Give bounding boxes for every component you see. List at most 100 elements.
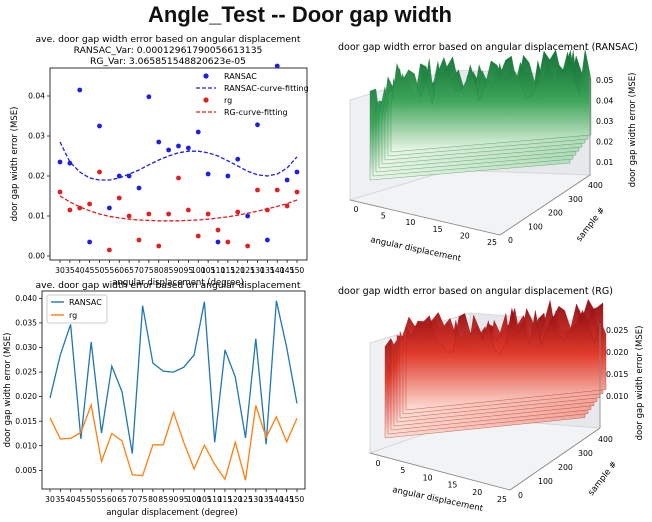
x-tick-label: 90	[174, 266, 184, 275]
y-tick-label: 0.010	[15, 441, 37, 450]
x-tick-label: 10	[405, 218, 415, 227]
data-point-rg	[235, 209, 241, 215]
data-point-rg	[156, 243, 162, 249]
x-tick-label: 65	[117, 495, 127, 504]
surface-strip	[390, 49, 592, 153]
x-tick-label: 70	[134, 266, 144, 275]
x-tick-label: 130	[249, 495, 264, 504]
data-point-rg	[274, 187, 280, 193]
x-axis-label: angular displacement (degree)	[112, 278, 244, 288]
series-line-ransac	[49, 300, 298, 454]
x-tick-label: 15	[447, 481, 457, 490]
y-tick-label: 400	[588, 181, 603, 190]
y-axis-line	[499, 174, 591, 236]
data-point-ransac	[156, 139, 162, 145]
z-tick-label: 0.015	[606, 370, 628, 379]
x-tick-label: 95	[179, 495, 189, 504]
data-point-rg	[255, 187, 260, 193]
x-tick-label: 30	[45, 495, 55, 504]
x-tick-label: 55	[105, 266, 115, 275]
chart-title: ave. door gap width error based on angul…	[36, 34, 301, 45]
surface-rg-panel: door gap width error based on angular di…	[338, 286, 645, 514]
x-tick-label: 45	[76, 495, 86, 504]
x-tick-label: 115	[221, 266, 236, 275]
z-tick-label: 0.025	[606, 326, 628, 335]
data-point-ransac	[284, 177, 290, 183]
x-tick-label: 25	[487, 238, 497, 247]
data-point-rg	[225, 239, 231, 245]
y-tick-label: 0.020	[15, 392, 37, 401]
x-tick-label: 110	[211, 266, 226, 275]
y-tick-label: 0.035	[15, 319, 37, 328]
surface-plot	[369, 49, 592, 181]
x-tick-label: 20	[472, 488, 482, 497]
data-point-rg	[245, 243, 251, 249]
legend-label-rg: rg	[224, 96, 232, 105]
data-point-ransac	[255, 122, 260, 128]
y-tick-label: 0	[508, 236, 513, 245]
data-point-ransac	[87, 239, 93, 245]
chart-subtitle-rg-var: RG_Var: 3.065851548820623e-05	[90, 56, 246, 67]
data-point-ransac	[185, 145, 191, 151]
data-point-rg	[57, 189, 63, 195]
plot-area	[49, 67, 308, 261]
data-point-ransac	[176, 143, 181, 149]
scatter-chart-panel: ave. door gap width error based on angul…	[10, 34, 309, 288]
x-tick-label: 15	[433, 225, 443, 234]
x-tick-label: 75	[138, 495, 148, 504]
x-axis-line	[349, 199, 501, 236]
line-chart-panel: ave. door gap width error based on angul…	[3, 280, 306, 518]
data-point-ransac	[136, 185, 142, 191]
x-tick-label: 140	[269, 495, 284, 504]
y-tick-label: 0.03	[28, 132, 45, 141]
x-tick-label: 120	[231, 266, 246, 275]
z-tick-label: 0.05	[596, 76, 613, 85]
legend-label-rg: rg	[69, 311, 77, 320]
data-point-ransac	[166, 147, 172, 153]
data-point-ransac	[225, 173, 231, 179]
data-point-rg	[106, 247, 112, 253]
x-tick-label: 145	[279, 495, 294, 504]
x-tick-label: 5	[381, 212, 386, 221]
data-point-rg	[126, 213, 132, 219]
data-point-ransac	[67, 160, 73, 166]
y-tick-label: 300	[568, 195, 583, 204]
x-tick-label: 40	[75, 266, 85, 275]
chart-title: door gap width error based on angular di…	[338, 286, 613, 297]
figure-title: Angle_Test -- Door gap width	[148, 2, 452, 27]
y-tick-label: 200	[558, 463, 573, 472]
z-tick-label: 0.010	[606, 392, 628, 401]
x-tick-label: 125	[238, 495, 253, 504]
x-tick-label: 45	[85, 266, 95, 275]
y-tick-label: 0.04	[28, 92, 45, 101]
x-axis-label: angular displacement (degree)	[106, 508, 238, 518]
surface-strip	[405, 307, 607, 411]
y-tick-label: 0	[518, 491, 523, 500]
data-point-rg	[116, 195, 122, 201]
x-tick-label: 70	[127, 495, 137, 504]
x-tick-label: 75	[144, 266, 154, 275]
x-tick-label: 80	[154, 266, 164, 275]
x-tick-label: 0	[354, 205, 359, 214]
y-axis-label: door gap width error (MSE)	[3, 333, 13, 448]
data-point-rg	[166, 211, 172, 217]
data-point-ransac	[205, 171, 211, 177]
y-tick-label: 0.015	[15, 417, 37, 426]
data-point-rg	[87, 201, 93, 207]
y-axis-label: sample #	[586, 460, 619, 498]
series-line-ransac-curve-fitting	[59, 141, 298, 181]
surface-plot	[384, 299, 607, 439]
data-point-rg	[146, 211, 152, 217]
data-point-ransac	[57, 159, 63, 165]
data-point-rg	[176, 175, 181, 181]
y-tick-label: 100	[538, 477, 553, 486]
legend-label-ransac: RANSAC	[224, 72, 257, 81]
x-tick-label: 55	[97, 495, 107, 504]
y-tick-label: 0.025	[15, 368, 37, 377]
y-tick-label: 100	[528, 222, 543, 231]
data-point-rg	[136, 237, 142, 243]
x-tick-label: 105	[201, 266, 216, 275]
chart-title: ave. door gap width error based on angul…	[36, 280, 301, 291]
data-point-rg	[67, 207, 73, 213]
data-point-rg	[185, 207, 191, 213]
